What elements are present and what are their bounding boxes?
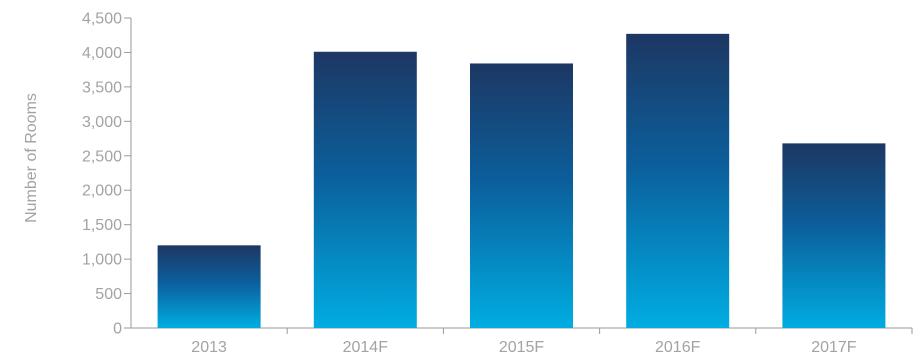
y-tick-label: 0: [113, 321, 122, 338]
y-tick-label: 2,000: [82, 183, 122, 200]
x-tick-label: 2017F: [811, 339, 857, 356]
x-tick-label: 2016F: [655, 339, 701, 356]
x-tick-label: 2013: [191, 339, 227, 356]
y-axis: 0 500 1,000 1,500 2,000 2,500 3,000 3,500 4,000 4…: [82, 11, 132, 338]
x-tick-label: 2015F: [499, 339, 545, 356]
y-tick-label: 2,500: [82, 148, 122, 165]
y-tick-label: 1,000: [82, 252, 122, 269]
bar-2015f: [470, 63, 573, 328]
x-tick-label: 2014F: [343, 339, 389, 356]
bars: [157, 33, 886, 328]
y-tick-label: 4,000: [82, 45, 122, 62]
bar-2013: [157, 245, 261, 328]
y-tick-label: 3,500: [82, 79, 122, 96]
y-tick-label: 4,500: [82, 11, 122, 28]
bar-2017f: [782, 143, 886, 328]
bar-2016f: [626, 33, 730, 328]
bar-2014f: [313, 51, 417, 328]
y-tick-label: 500: [95, 286, 122, 303]
y-axis-title: Number of Rooms: [23, 93, 40, 223]
y-tick-label: 3,000: [82, 114, 122, 131]
y-tick-label: 1,500: [82, 217, 122, 234]
x-axis: 2013 2014F 2015F 2016F 2017F: [131, 327, 913, 356]
